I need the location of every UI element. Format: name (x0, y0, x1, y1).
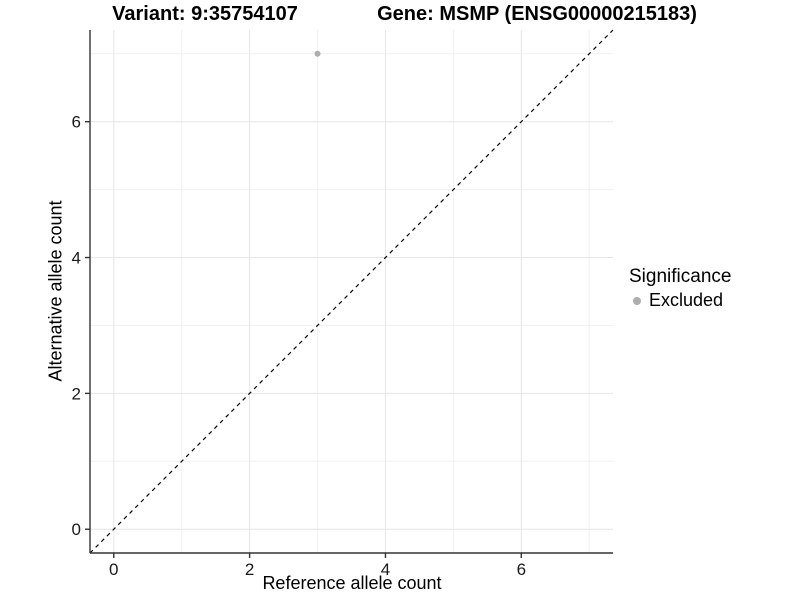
gene-title: Gene: MSMP (ENSG00000215183) (377, 3, 697, 25)
variant-title: Variant: 9:35754107 (112, 3, 298, 25)
y-tick-label: 6 (72, 113, 81, 132)
y-tick-label: 2 (72, 384, 81, 403)
legend-title: Significance (629, 266, 732, 287)
legend-point-icon (633, 296, 641, 305)
x-tick-label: 0 (109, 560, 118, 579)
x-axis-title: Reference allele count (262, 573, 442, 593)
y-tick-label: 0 (72, 520, 81, 539)
legend-item-label: Excluded (649, 290, 724, 310)
identity-dashed-line (89, 29, 614, 554)
x-tick-label: 2 (245, 560, 254, 579)
y-axis-title: Alternative allele count (45, 200, 66, 382)
data-point (314, 50, 321, 57)
x-tick-label: 4 (381, 560, 390, 579)
x-tick-label: 6 (517, 560, 526, 579)
y-tick-label: 4 (72, 249, 81, 268)
legend: Significance Excluded (629, 266, 731, 311)
legend-item-excluded: Excluded (629, 290, 731, 311)
